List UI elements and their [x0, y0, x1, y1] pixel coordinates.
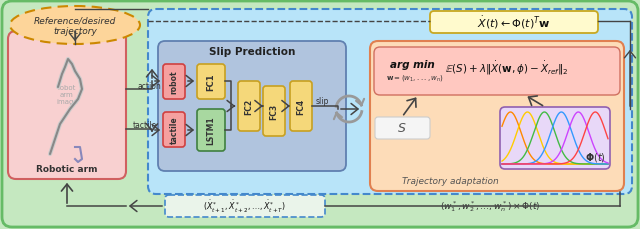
FancyBboxPatch shape — [290, 82, 312, 131]
Text: $\dot{X}(t) \leftarrow \Phi(t)^T \mathbf{w}$: $\dot{X}(t) \leftarrow \Phi(t)^T \mathbf… — [477, 15, 551, 31]
FancyBboxPatch shape — [165, 195, 325, 217]
FancyBboxPatch shape — [163, 112, 185, 147]
Text: $(w_1^*, w_2^*, \ldots, w_n^*) \times \Phi(t)$: $(w_1^*, w_2^*, \ldots, w_n^*) \times \P… — [440, 199, 540, 213]
FancyBboxPatch shape — [375, 117, 430, 139]
FancyBboxPatch shape — [2, 2, 638, 227]
Text: $\boldsymbol{\Phi}(t)$: $\boldsymbol{\Phi}(t)$ — [584, 151, 605, 164]
FancyBboxPatch shape — [370, 42, 624, 191]
FancyBboxPatch shape — [374, 48, 620, 95]
FancyBboxPatch shape — [263, 87, 285, 136]
Text: Slip Prediction: Slip Prediction — [209, 47, 295, 57]
Text: $(\dot{X}^*_{t+1}, \dot{X}^*_{t+2}, \ldots, \dot{X}^*_{t+T})$: $(\dot{X}^*_{t+1}, \dot{X}^*_{t+2}, \ldo… — [204, 198, 287, 214]
Text: arg min: arg min — [390, 60, 435, 70]
FancyBboxPatch shape — [197, 109, 225, 151]
Text: $\mathbf{w}$$=(w_1,...,w_n)$: $\mathbf{w}$$=(w_1,...,w_n)$ — [386, 73, 444, 83]
Text: FC3: FC3 — [269, 104, 278, 120]
FancyBboxPatch shape — [163, 65, 185, 100]
FancyBboxPatch shape — [197, 65, 225, 100]
Text: robot: robot — [170, 70, 179, 93]
Text: Reference/desired
trajectory: Reference/desired trajectory — [34, 16, 116, 35]
Text: Robotic arm: Robotic arm — [36, 165, 98, 174]
FancyBboxPatch shape — [500, 108, 610, 169]
Text: slip: slip — [316, 97, 330, 106]
Text: FC4: FC4 — [296, 98, 305, 114]
Text: $S$: $S$ — [397, 122, 407, 135]
Text: $\mathbb{E}(S) + \lambda\|\dot{X}(\mathbf{w},\phi) - \dot{X}_{ref}\|_2$: $\mathbb{E}(S) + \lambda\|\dot{X}(\mathb… — [445, 59, 569, 76]
FancyBboxPatch shape — [8, 32, 126, 179]
Text: LSTM1: LSTM1 — [207, 116, 216, 145]
Ellipse shape — [10, 7, 140, 45]
Text: FC2: FC2 — [244, 98, 253, 114]
FancyBboxPatch shape — [238, 82, 260, 131]
Text: tactile: tactile — [133, 120, 157, 129]
Text: robot
arm
image: robot arm image — [56, 85, 78, 105]
Text: action: action — [137, 81, 161, 90]
FancyBboxPatch shape — [148, 10, 632, 194]
Text: tactile: tactile — [170, 116, 179, 143]
Text: Trajectory adaptation: Trajectory adaptation — [402, 177, 499, 186]
FancyBboxPatch shape — [430, 12, 598, 34]
FancyBboxPatch shape — [158, 42, 346, 171]
Text: FC1: FC1 — [207, 73, 216, 90]
